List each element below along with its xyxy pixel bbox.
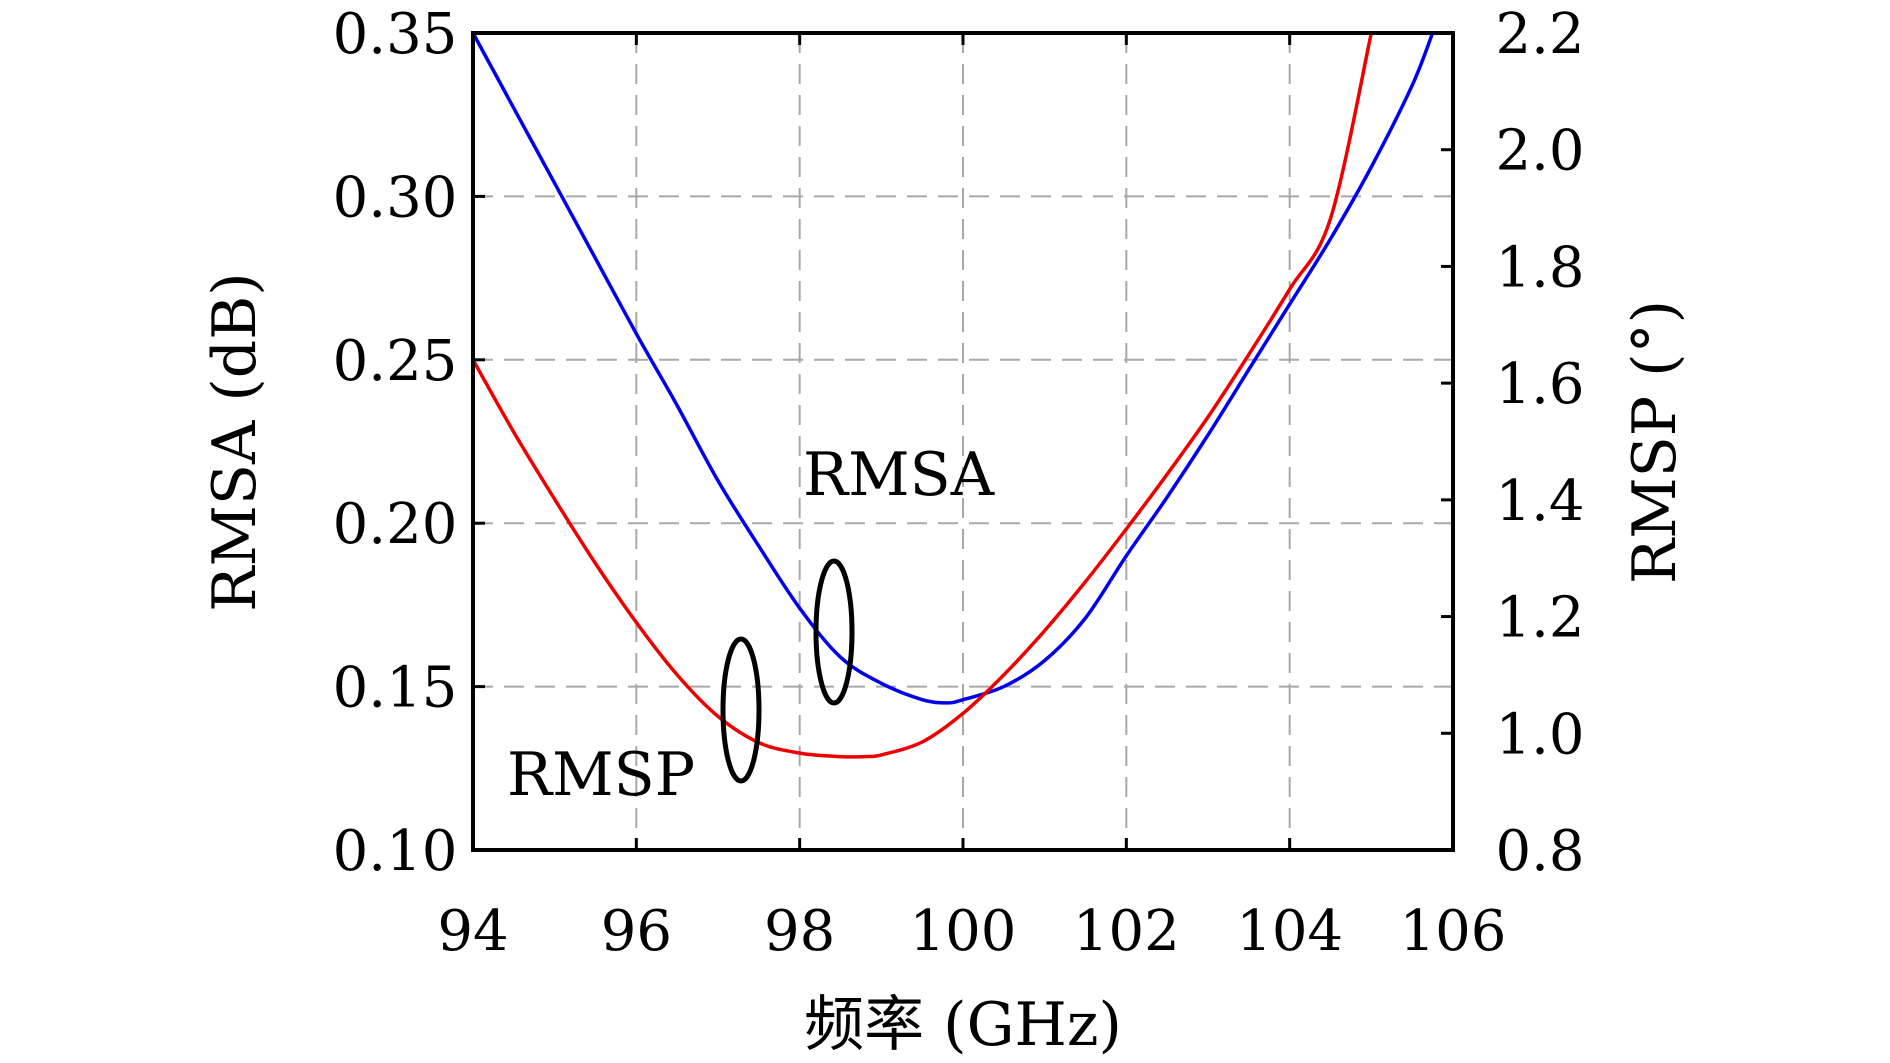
x-tick-label: 102 [1073, 899, 1180, 964]
rmsa-curve [471, 32, 1435, 705]
y-right-tick-label: 1.4 [1495, 469, 1584, 534]
y-right-tick-label: 2.0 [1495, 119, 1584, 184]
y-left-tick-label: 0.10 [333, 819, 458, 884]
y-left-tick-label: 0.30 [333, 165, 458, 230]
y-right-tick-labels: 0.8 1.0 1.2 1.4 1.6 1.8 2.0 2.2 [1495, 2, 1584, 884]
y-right-tick-label: 1.8 [1495, 235, 1584, 300]
y-right-tick-label: 2.2 [1495, 2, 1584, 67]
y-right-tick-label: 1.0 [1495, 702, 1584, 767]
y-left-tick-label: 0.15 [333, 656, 458, 721]
x-axis-label: 频率 (GHz) [804, 990, 1122, 1060]
rmsp-ellipse-marker [720, 636, 762, 784]
y-right-tick-label: 0.8 [1495, 819, 1584, 884]
y-right-tick-label: 1.6 [1495, 352, 1584, 417]
y-left-axis-label: RMSA (dB) [200, 272, 270, 611]
annotations: RMSA RMSP [507, 440, 995, 810]
ticks [471, 31, 1455, 852]
grid [473, 33, 1453, 850]
rmsp-annotation: RMSP [507, 740, 695, 810]
y-right-tick-label: 1.2 [1495, 586, 1584, 651]
y-left-tick-label: 0.25 [333, 329, 458, 394]
x-tick-label: 94 [437, 899, 508, 964]
x-tick-labels: 94 96 98 100 102 104 106 [437, 899, 1506, 964]
rmsa-ellipse-marker [813, 558, 855, 706]
y-right-axis-label: RMSP (°) [1620, 300, 1690, 584]
rmsa-annotation: RMSA [803, 440, 995, 510]
x-tick-label: 106 [1400, 899, 1507, 964]
x-tick-label: 96 [601, 899, 672, 964]
x-tick-label: 98 [764, 899, 835, 964]
x-tick-label: 100 [910, 899, 1017, 964]
y-left-tick-labels: 0.10 0.15 0.20 0.25 0.30 0.35 [333, 2, 458, 884]
curves [471, 32, 1435, 759]
rmsp-curve [471, 32, 1374, 759]
y-left-tick-label: 0.35 [333, 2, 458, 67]
y-left-tick-label: 0.20 [333, 492, 458, 557]
x-tick-label: 104 [1236, 899, 1343, 964]
